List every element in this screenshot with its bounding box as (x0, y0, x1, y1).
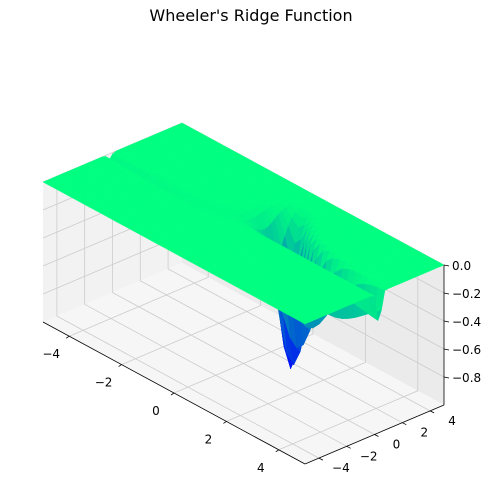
gridline-y (56, 176, 320, 459)
x-tick (223, 421, 227, 424)
x-tick-label: −4 (42, 347, 60, 361)
y-tick (402, 422, 407, 426)
z-tick-label: 0.0 (452, 259, 471, 273)
z-tick-label: −0.6 (452, 343, 481, 357)
z-tick-label: −0.8 (452, 371, 481, 385)
surface-facet (297, 318, 309, 325)
x-tick (118, 364, 122, 367)
y-tick-label: −2 (360, 449, 378, 463)
chart-title: Wheeler's Ridge Function (149, 6, 353, 25)
y-tick (346, 445, 351, 449)
gridline-x (278, 250, 419, 451)
x-tick-label: 4 (257, 461, 265, 475)
y-tick-label: 2 (420, 426, 428, 440)
z-tick (443, 376, 450, 379)
x-tick (275, 449, 280, 453)
x-tick-label: −2 (95, 376, 113, 390)
tick-marks (65, 264, 450, 461)
gridline-y (84, 164, 347, 447)
z-tick-label: −0.4 (452, 315, 481, 329)
y-tick (429, 410, 435, 414)
z-tick (443, 348, 450, 351)
z-tick (443, 292, 450, 295)
y-tick-label: 4 (448, 414, 456, 428)
x-tick (65, 335, 70, 339)
y-tick-label: −4 (332, 461, 350, 475)
y-tick (318, 457, 324, 461)
z-tick (443, 320, 450, 323)
y-tick (374, 434, 379, 437)
surface (42, 122, 445, 370)
x-tick-label: 2 (205, 432, 213, 446)
tick-labels: −4 −2 0 2 4 −4 −2 0 2 4 0.0 −0.2 −0.4 −0.6 −0.8 (42, 259, 481, 475)
z-tick-label: −0.2 (452, 287, 481, 301)
y-tick-label: 0 (393, 438, 401, 452)
x-tick (170, 392, 175, 396)
x-tick-label: 0 (152, 404, 160, 418)
z-tick (443, 264, 450, 267)
